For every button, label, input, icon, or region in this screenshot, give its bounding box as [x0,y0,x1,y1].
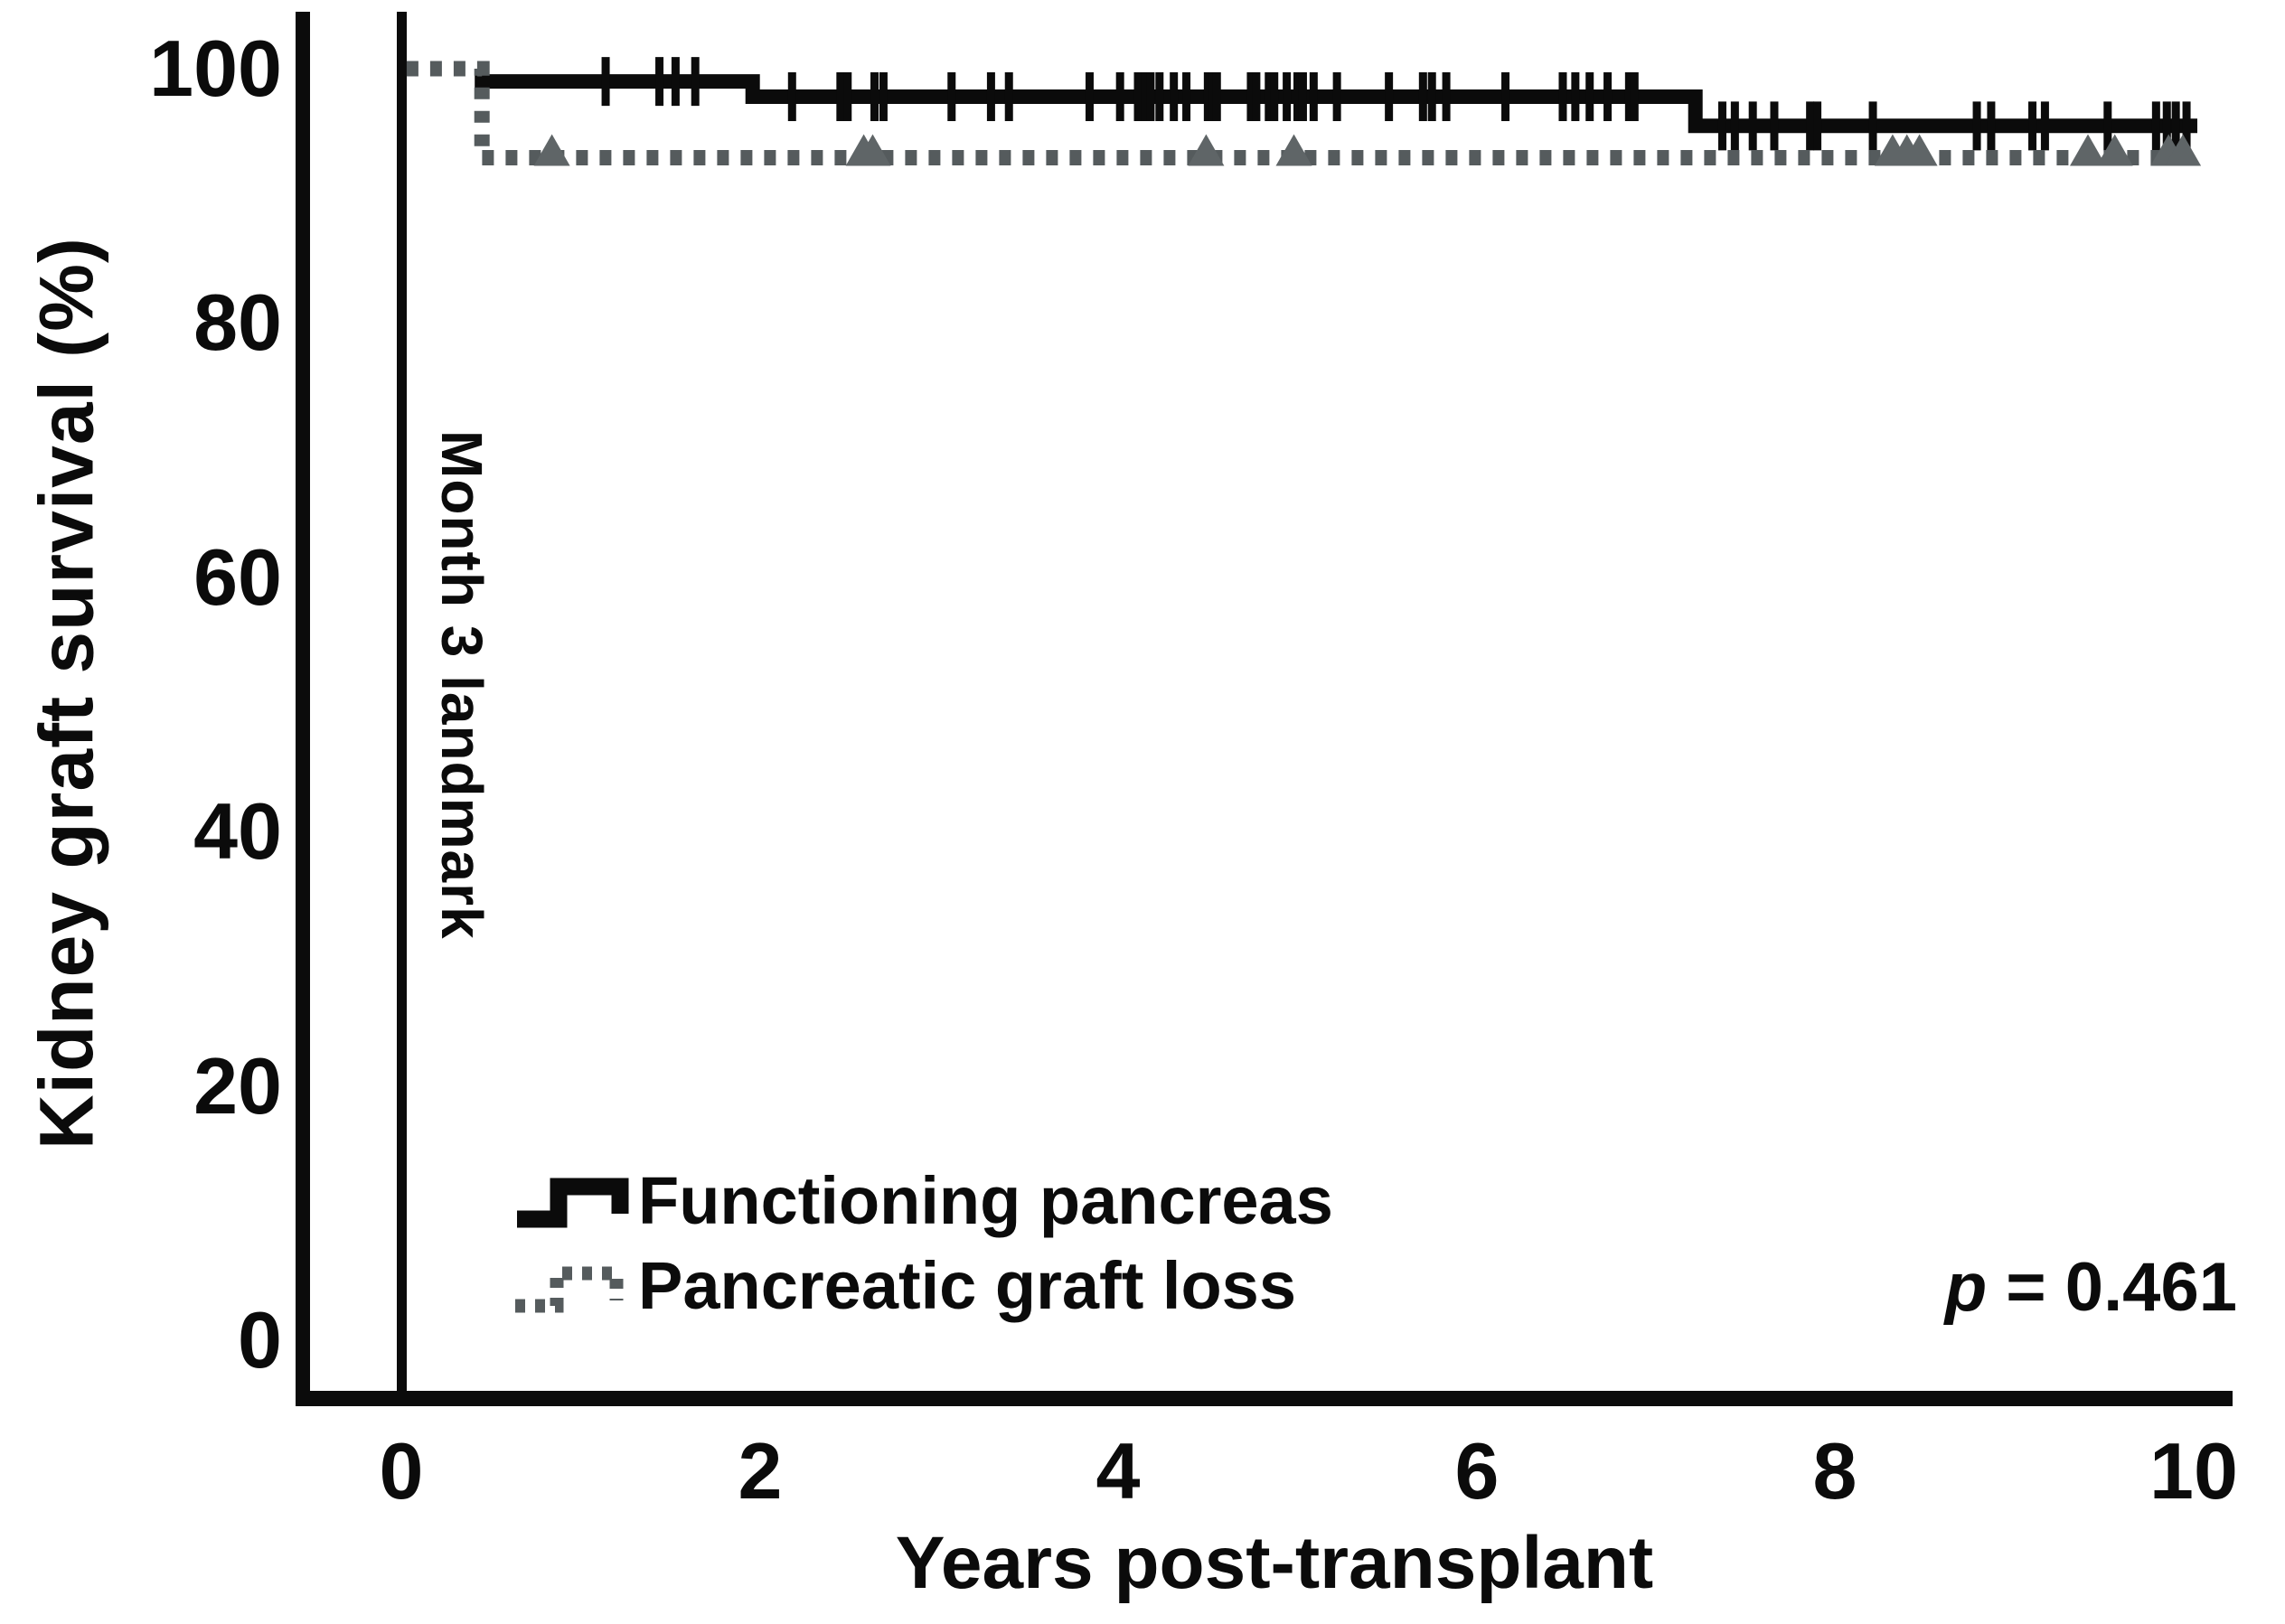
month3-landmark-line [397,12,407,1396]
x-axis-title: Years post-transplant [895,1522,1654,1604]
y-tick-0: 0 [238,1295,282,1385]
x-tick-10: 10 [2149,1426,2238,1516]
censor-triangle [2096,134,2133,166]
y-tick-80: 80 [193,277,282,367]
x-tick-2: 2 [738,1426,783,1516]
censor-triangle [854,134,891,166]
y-axis-title: Kidney graft survival (%) [24,237,109,1150]
legend-item-functioning-pancreas: Functioning pancreas [512,1159,1333,1244]
x-axis-line [296,1391,2233,1406]
y-tick-20: 20 [193,1041,282,1131]
censor-triangle [1188,134,1225,166]
x-tick-8: 8 [1812,1426,1857,1516]
legend: Functioning pancreas Pancreatic graft lo… [512,1159,1333,1328]
y-tick-40: 40 [193,786,282,876]
y-axis-line [296,12,310,1403]
p-value-number: = 0.461 [1987,1249,2237,1326]
legend-item-pancreatic-graft-loss: Pancreatic graft loss [512,1244,1333,1328]
censor-triangle [1275,134,1312,166]
month3-landmark-label: Month 3 landmark [429,430,494,940]
p-value-symbol: p [1944,1249,1988,1326]
y-tick-100: 100 [149,23,282,113]
censor-triangle [1901,134,1938,166]
y-tick-60: 60 [193,532,282,622]
legend-solid-step-icon [517,1178,629,1228]
legend-label: Pancreatic graft loss [638,1248,1296,1323]
censor-triangle [2070,134,2106,166]
series-layer [406,57,2202,166]
censor-triangle [2165,134,2202,166]
series-line-solid [475,69,2197,134]
legend-label: Functioning pancreas [638,1163,1333,1238]
p-value: p = 0.461 [1889,1247,2237,1328]
x-tick-6: 6 [1454,1426,1500,1516]
series-line-dotted [406,61,2197,165]
x-tick-4: 4 [1095,1426,1141,1516]
censor-triangle [533,134,570,166]
legend-dotted-step-icon [515,1266,624,1313]
x-tick-0: 0 [379,1426,424,1516]
